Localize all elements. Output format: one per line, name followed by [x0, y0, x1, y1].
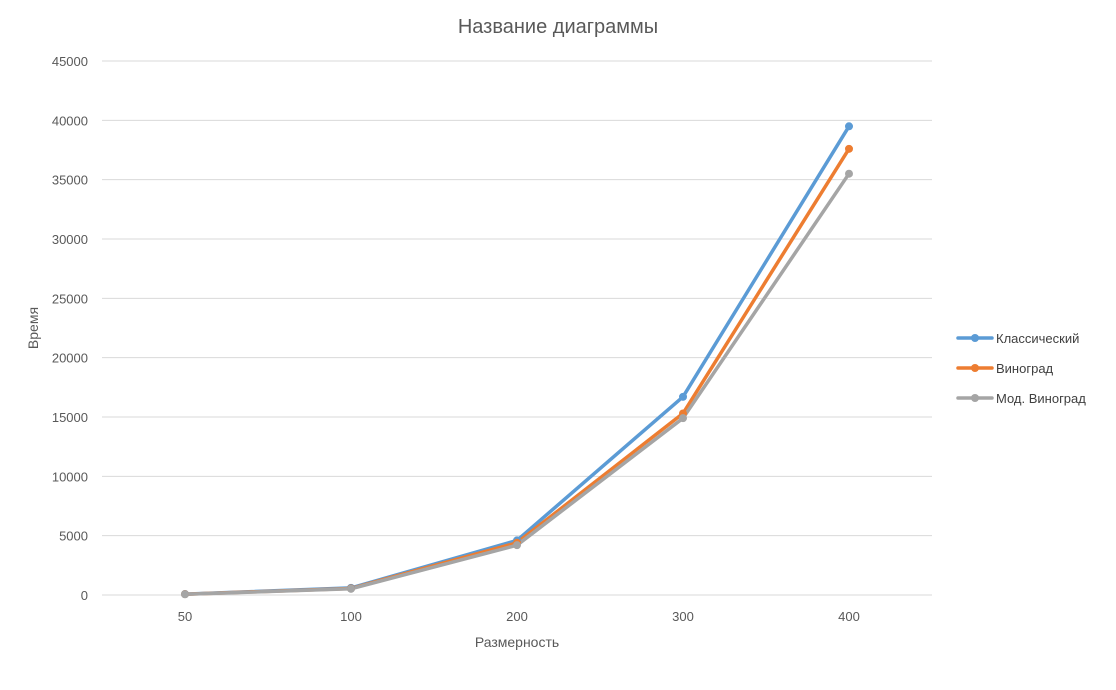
y-tick-label: 35000 — [52, 173, 88, 188]
gridlines — [102, 60, 932, 596]
legend-label: Классический — [996, 331, 1079, 346]
data-point — [513, 541, 521, 550]
y-tick-label: 25000 — [52, 291, 88, 306]
legend-label: Виноград — [996, 361, 1054, 376]
legend-label: Мод. Виноград — [996, 391, 1086, 406]
y-tick-label: 20000 — [52, 351, 88, 366]
x-tick-label: 400 — [838, 609, 860, 624]
data-point — [845, 144, 853, 153]
x-tick-label: 300 — [672, 609, 694, 624]
y-axis-title: Время — [25, 307, 41, 349]
x-axis-ticks: 50 100 200 300 400 — [178, 609, 860, 624]
series-line-1 — [183, 124, 851, 596]
y-tick-label: 45000 — [52, 54, 88, 69]
y-tick-label: 30000 — [52, 232, 88, 247]
y-axis-ticks: 0 5000 10000 15000 20000 25000 30000 35000 40000… — [52, 54, 88, 603]
legend: Классический Виноград Мод. Виноград — [956, 331, 1086, 406]
y-tick-label: 0 — [81, 588, 88, 603]
legend-item: Классический — [956, 331, 1079, 346]
data-point — [181, 590, 189, 599]
legend-swatch-marker — [971, 334, 979, 342]
y-tick-label: 5000 — [59, 529, 88, 544]
legend-swatch-marker — [971, 394, 979, 402]
y-tick-label: 15000 — [52, 410, 88, 425]
data-point — [347, 584, 355, 593]
series-line-2 — [183, 147, 851, 596]
data-point — [679, 392, 687, 401]
data-point — [845, 169, 853, 178]
legend-swatch-marker — [971, 364, 979, 372]
legend-item: Мод. Виноград — [956, 391, 1086, 406]
series-points — [181, 122, 853, 599]
x-tick-label: 100 — [340, 609, 362, 624]
x-axis-title: Размерность — [475, 634, 559, 650]
legend-item: Виноград — [956, 361, 1054, 376]
chart-title: Название диаграммы — [458, 16, 658, 38]
y-tick-label: 10000 — [52, 469, 88, 484]
series-lines — [183, 124, 851, 597]
series-line-3 — [183, 171, 851, 597]
data-point — [679, 414, 687, 423]
y-tick-label: 40000 — [52, 113, 88, 128]
x-tick-label: 50 — [178, 609, 192, 624]
data-point — [845, 122, 853, 131]
x-tick-label: 200 — [506, 609, 528, 624]
